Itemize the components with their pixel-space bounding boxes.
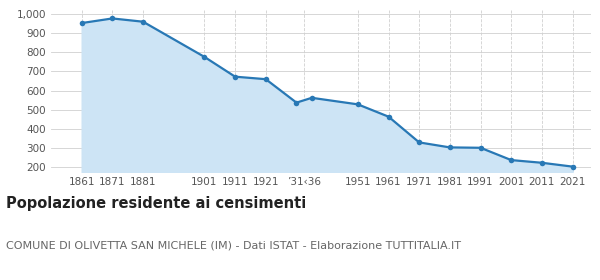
Point [384,115,394,119]
Point [261,77,271,81]
Point [107,16,117,21]
Point [506,158,516,162]
Point [307,95,317,100]
Point [77,21,86,25]
Text: Popolazione residente ai censimenti: Popolazione residente ai censimenti [6,196,306,211]
Point [292,101,301,105]
Point [200,55,209,59]
Point [568,164,577,169]
Text: COMUNE DI OLIVETTA SAN MICHELE (IM) - Dati ISTAT - Elaborazione TUTTITALIA.IT: COMUNE DI OLIVETTA SAN MICHELE (IM) - Da… [6,241,461,251]
Point [353,102,362,107]
Point [138,20,148,24]
Point [476,146,485,150]
Point [230,74,240,79]
Point [445,145,455,150]
Point [415,140,424,145]
Point [537,160,547,165]
